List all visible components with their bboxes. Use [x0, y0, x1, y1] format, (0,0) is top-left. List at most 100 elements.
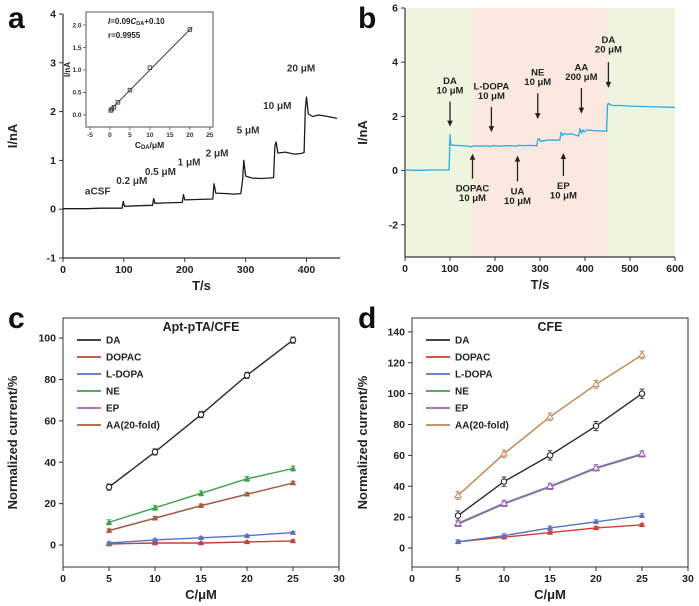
- svg-text:0: 0: [50, 540, 56, 552]
- svg-text:15: 15: [544, 573, 556, 585]
- panel-b-label: b: [358, 2, 377, 35]
- svg-text:0: 0: [50, 204, 56, 216]
- svg-text:2 μM: 2 μM: [206, 148, 229, 159]
- svg-text:L-DOPA: L-DOPA: [474, 81, 510, 92]
- panel-c: c 0 5 10 15 20 25 30 0 20 40 60 80 100 C/μM Normalized…: [0, 300, 350, 606]
- svg-text:DA: DA: [602, 35, 616, 46]
- svg-text:200: 200: [176, 264, 194, 276]
- svg-text:20 μM: 20 μM: [595, 45, 622, 56]
- svg-text:30: 30: [682, 573, 694, 585]
- svg-text:200 μM: 200 μM: [565, 72, 597, 83]
- svg-text:20: 20: [590, 573, 602, 585]
- svg-text:-1: -1: [47, 253, 56, 265]
- svg-text:1.0: 1.0: [72, 67, 81, 74]
- svg-text:200: 200: [486, 263, 504, 275]
- svg-text:140: 140: [387, 326, 405, 338]
- svg-text:L-DOPA: L-DOPA: [455, 370, 493, 381]
- svg-text:L-DOPA: L-DOPA: [106, 370, 144, 381]
- svg-text:400: 400: [576, 263, 594, 275]
- svg-text:r=0.9955: r=0.9955: [108, 31, 141, 40]
- svg-text:10: 10: [498, 573, 510, 585]
- svg-text:80: 80: [44, 374, 56, 386]
- svg-text:0: 0: [409, 573, 415, 585]
- svg-text:20 μM: 20 μM: [287, 64, 315, 75]
- svg-text:0: 0: [60, 264, 66, 276]
- svg-text:UA: UA: [511, 186, 525, 197]
- svg-text:100: 100: [387, 388, 405, 400]
- svg-text:I/nA: I/nA: [63, 62, 72, 77]
- svg-text:400: 400: [298, 264, 316, 276]
- svg-text:EP: EP: [455, 404, 469, 415]
- svg-text:Normalized current/%: Normalized current/%: [355, 375, 370, 509]
- svg-text:100: 100: [115, 264, 133, 276]
- chart-c-apt-pta-cfe: 0 5 10 15 20 25 30 0 20 40 60 80 100 C/μM Normalized c…: [5, 317, 345, 602]
- svg-text:DOPAC: DOPAC: [456, 184, 490, 195]
- svg-text:300: 300: [237, 264, 255, 276]
- svg-text:Normalized current/%: Normalized current/%: [5, 375, 20, 509]
- svg-text:DA: DA: [106, 336, 120, 347]
- svg-text:2.0: 2.0: [72, 22, 81, 29]
- svg-text:NE: NE: [531, 68, 544, 79]
- svg-text:100: 100: [441, 263, 459, 275]
- svg-text:300: 300: [531, 263, 549, 275]
- svg-text:DA: DA: [455, 336, 469, 347]
- svg-text:0.5: 0.5: [72, 90, 81, 97]
- svg-text:3: 3: [50, 57, 56, 69]
- svg-text:10 μM: 10 μM: [263, 101, 291, 112]
- svg-text:5: 5: [455, 573, 461, 585]
- svg-text:AA: AA: [575, 62, 589, 73]
- svg-text:5: 5: [106, 573, 112, 585]
- svg-text:15: 15: [166, 132, 174, 139]
- svg-text:-5: -5: [87, 132, 93, 139]
- svg-text:120: 120: [387, 357, 405, 369]
- panel-d-label: d: [358, 302, 377, 335]
- svg-text:NE: NE: [106, 387, 120, 398]
- svg-text:-2: -2: [389, 219, 398, 231]
- svg-text:2: 2: [50, 106, 56, 118]
- svg-text:C/μM: C/μM: [534, 587, 566, 602]
- panel-c-label: c: [8, 302, 25, 335]
- svg-text:10 μM: 10 μM: [459, 193, 486, 204]
- svg-text:0: 0: [399, 543, 405, 555]
- svg-text:6: 6: [392, 3, 398, 15]
- svg-text:DA: DA: [443, 76, 457, 87]
- svg-text:500: 500: [621, 263, 639, 275]
- svg-text:10 μM: 10 μM: [504, 196, 531, 207]
- svg-text:EP: EP: [557, 181, 570, 192]
- svg-text:25: 25: [206, 132, 214, 139]
- svg-text:Apt-pTA/CFE: Apt-pTA/CFE: [163, 320, 240, 334]
- svg-text:CDA/μM: CDA/μM: [135, 140, 164, 151]
- svg-text:20: 20: [44, 498, 56, 510]
- svg-text:25: 25: [287, 573, 299, 585]
- svg-text:0.5 μM: 0.5 μM: [145, 167, 176, 178]
- svg-text:DOPAC: DOPAC: [455, 353, 490, 364]
- svg-text:10 μM: 10 μM: [524, 77, 551, 88]
- svg-text:1.5: 1.5: [72, 45, 81, 52]
- svg-text:0.0: 0.0: [72, 112, 81, 119]
- svg-text:1: 1: [50, 155, 56, 167]
- chart-d-cfe: 0 5 10 15 20 25 30 0 20 40 60 80 100 120 140 C/μM Normal…: [355, 317, 694, 602]
- svg-text:30: 30: [333, 573, 345, 585]
- svg-text:I/nA: I/nA: [5, 123, 20, 148]
- svg-text:T/s: T/s: [531, 277, 550, 292]
- panel-d: d 0 5 10 15 20 25 30 0 20 40 60 80 100 120 140 C/μM Norm…: [350, 300, 699, 606]
- svg-text:DOPAC: DOPAC: [106, 353, 141, 364]
- svg-text:AA(20-fold): AA(20-fold): [106, 421, 160, 432]
- svg-text:60: 60: [393, 450, 405, 462]
- svg-text:0: 0: [108, 132, 112, 139]
- svg-text:5 μM: 5 μM: [237, 126, 260, 137]
- svg-text:C/μM: C/μM: [185, 587, 217, 602]
- panel-a-label: a: [8, 2, 25, 35]
- svg-text:20: 20: [393, 512, 405, 524]
- svg-text:25: 25: [636, 573, 648, 585]
- svg-text:1 μM: 1 μM: [178, 157, 201, 168]
- svg-text:EP: EP: [106, 404, 120, 415]
- svg-text:600: 600: [666, 263, 684, 275]
- svg-text:60: 60: [44, 415, 56, 427]
- svg-text:AA(20-fold): AA(20-fold): [455, 421, 509, 432]
- svg-text:0.2 μM: 0.2 μM: [116, 176, 147, 187]
- panel-a: a 0 100 200 300 400 -1 0 1 2 3 4 T/s I/nA aCSF 0.2 μM 0…: [0, 0, 350, 300]
- svg-text:aCSF: aCSF: [85, 187, 111, 198]
